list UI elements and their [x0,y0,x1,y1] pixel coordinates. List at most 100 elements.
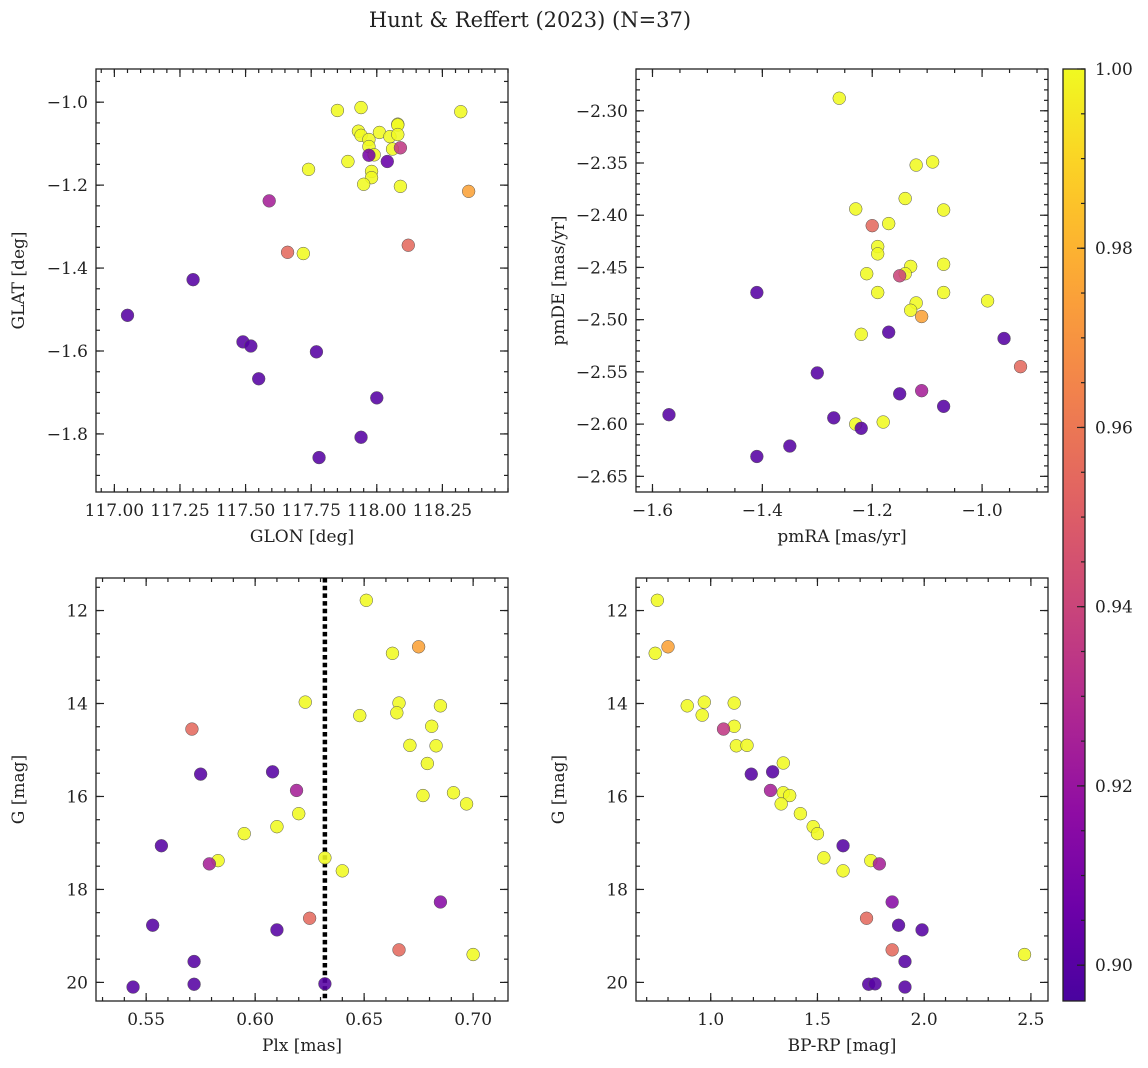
data-point [186,273,200,287]
y-tick-label: −1.2 [47,176,88,196]
data-point [298,695,312,709]
data-point [716,722,731,736]
data-point [925,155,940,169]
data-point [154,839,169,853]
data-point [359,593,373,607]
data-point [301,162,316,177]
data-point [312,450,326,465]
data-point [893,269,907,283]
data-point [750,285,764,300]
x-axis-label: BP-RP [mag] [788,1036,897,1056]
data-point [357,177,371,191]
data-point [420,756,434,771]
data-point [187,977,201,991]
data-point [185,722,199,736]
data-point [854,327,868,341]
panel-bprp-g: 1.0 1.5 2.0 2.5 12 14 16 18 20 BP-RP [mag] G [mag] [549,577,1049,1056]
x-tick-label: 117.00 [85,501,144,521]
y-tick-label: 18 [66,880,88,900]
data-point [454,105,468,119]
x-axis-label: pmRA [mas/yr] [777,527,906,547]
data-point [393,141,408,155]
data-point [936,257,951,271]
data-point [459,797,474,811]
x-tick-label: 1.5 [804,1010,831,1030]
y-tick-label: 14 [606,695,628,715]
data-point [353,708,367,723]
data-point [776,756,790,770]
panel-glon-glat: 117.00 117.25 117.50 117.75 118.00 118.25 −1.8… [9,68,509,547]
data-point [433,895,448,909]
data-points [126,593,480,994]
x-axis-label: Plx [mas] [262,1036,342,1056]
data-point [187,954,201,969]
y-tick-label: 14 [66,695,88,715]
x-tick-label: −1.4 [742,501,783,521]
data-points [120,100,476,465]
y-tick-label: −1.6 [47,342,88,362]
data-point [262,194,276,208]
data-points [648,593,1032,994]
data-point [370,391,384,405]
data-point [817,851,831,865]
data-point [391,127,405,142]
data-point [854,421,868,435]
data-point [783,788,797,803]
colorbar: 0.90 0.92 0.94 0.96 0.98 1.00 [1062,60,1133,1002]
data-point [915,309,929,324]
figure-title: Hunt & Reffert (2023) (N=37) [369,8,691,32]
colorbar-tick-label: 1.00 [1095,60,1133,80]
data-point [411,640,426,654]
data-point [810,827,825,841]
colorbar-gradient [1063,69,1085,1001]
y-tick-label: −2.55 [576,363,628,383]
y-tick-label: −2.50 [576,311,628,331]
colorbar-frame [1062,68,1086,1002]
data-point [936,285,951,300]
data-point [1017,947,1032,962]
x-tick-label: 118.00 [347,501,406,521]
x-tick-label: 117.75 [281,501,340,521]
y-tick-label: 16 [66,787,88,807]
data-point [302,911,317,925]
data-point [289,783,304,798]
data-point [898,980,912,994]
data-point [763,783,778,798]
data-point [252,372,266,386]
y-tick-label: −2.35 [576,154,628,174]
data-point [385,646,400,660]
data-point [362,148,376,162]
data-point [774,797,788,811]
y-tick-label: −2.60 [576,415,628,435]
axes-frame [635,577,1049,1002]
data-point [120,308,135,322]
data-point [380,154,394,169]
data-point [650,593,664,607]
x-tick-label: −1.0 [961,501,1002,521]
data-point [936,203,951,217]
data-point [680,699,694,713]
data-point [868,977,882,991]
y-tick-label: −2.65 [576,467,628,487]
data-point [661,640,675,654]
data-point [335,864,349,878]
y-tick-label: 16 [606,787,628,807]
y-axis-label: G [mag] [9,755,29,824]
data-point [885,943,899,957]
data-point [865,219,879,233]
y-tick-label: 12 [66,602,88,622]
data-point [392,943,406,957]
data-point [891,918,906,932]
data-point [885,895,899,909]
x-tick-label: −1.2 [852,501,893,521]
data-point [936,399,951,414]
y-axis-label: GLAT [deg] [9,231,29,329]
axes-frame [635,68,1049,493]
data-point [416,788,430,803]
y-tick-label: 12 [606,602,628,622]
panel-pmra-pmde: −1.6 −1.4 −1.2 −1.0 −2.65 −2.60 −2.55 −2.50 −2.4… [549,68,1049,547]
axes-frame [95,577,509,1002]
x-tick-label: 2.0 [911,1010,938,1030]
data-point [202,857,217,871]
